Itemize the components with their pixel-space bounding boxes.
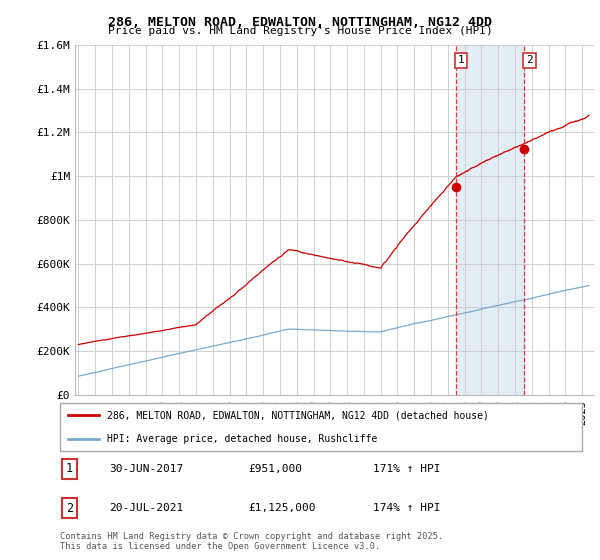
- Text: 171% ↑ HPI: 171% ↑ HPI: [373, 464, 440, 474]
- Text: 174% ↑ HPI: 174% ↑ HPI: [373, 503, 440, 513]
- Text: Price paid vs. HM Land Registry's House Price Index (HPI): Price paid vs. HM Land Registry's House …: [107, 26, 493, 36]
- Text: £1,125,000: £1,125,000: [248, 503, 316, 513]
- Text: HPI: Average price, detached house, Rushcliffe: HPI: Average price, detached house, Rush…: [107, 434, 377, 444]
- Bar: [456, 45, 524, 395]
- Text: 1: 1: [458, 55, 465, 66]
- FancyBboxPatch shape: [60, 403, 582, 451]
- Text: 1: 1: [66, 462, 73, 475]
- Text: 30-JUN-2017: 30-JUN-2017: [110, 464, 184, 474]
- Text: 20-JUL-2021: 20-JUL-2021: [110, 503, 184, 513]
- Text: 286, MELTON ROAD, EDWALTON, NOTTINGHAM, NG12 4DD: 286, MELTON ROAD, EDWALTON, NOTTINGHAM, …: [108, 16, 492, 29]
- Text: 286, MELTON ROAD, EDWALTON, NOTTINGHAM, NG12 4DD (detached house): 286, MELTON ROAD, EDWALTON, NOTTINGHAM, …: [107, 410, 489, 420]
- Text: 2: 2: [66, 502, 73, 515]
- Text: Contains HM Land Registry data © Crown copyright and database right 2025.
This d: Contains HM Land Registry data © Crown c…: [60, 532, 443, 552]
- Text: 2: 2: [526, 55, 533, 66]
- Text: £951,000: £951,000: [248, 464, 302, 474]
